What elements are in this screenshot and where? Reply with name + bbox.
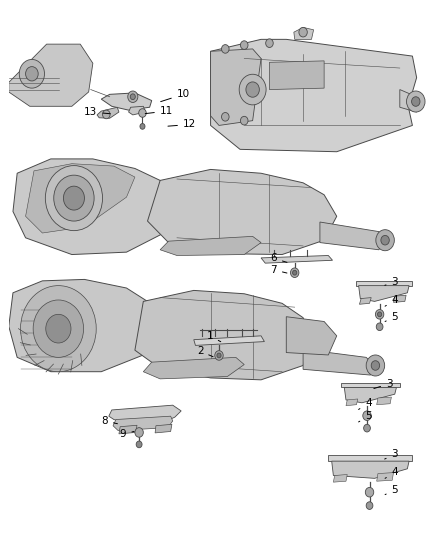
Text: 3: 3 xyxy=(385,449,398,459)
Polygon shape xyxy=(344,387,396,403)
Circle shape xyxy=(299,27,307,37)
Text: 8: 8 xyxy=(101,416,117,426)
Circle shape xyxy=(406,91,425,112)
Polygon shape xyxy=(286,317,337,355)
Circle shape xyxy=(371,361,380,370)
Circle shape xyxy=(363,411,371,421)
Circle shape xyxy=(375,310,384,319)
Polygon shape xyxy=(346,399,358,406)
Circle shape xyxy=(366,355,385,376)
Circle shape xyxy=(46,166,102,231)
Text: 10: 10 xyxy=(161,90,190,102)
Circle shape xyxy=(130,94,135,100)
Polygon shape xyxy=(129,106,145,115)
Polygon shape xyxy=(143,357,244,379)
Text: 1: 1 xyxy=(206,331,221,342)
Text: 3: 3 xyxy=(374,378,392,389)
Polygon shape xyxy=(341,383,400,387)
Text: 6: 6 xyxy=(270,253,287,263)
Circle shape xyxy=(412,96,420,106)
Polygon shape xyxy=(211,39,417,152)
Polygon shape xyxy=(328,455,413,461)
Circle shape xyxy=(102,110,110,119)
Circle shape xyxy=(376,230,394,251)
Circle shape xyxy=(266,39,273,47)
Polygon shape xyxy=(109,405,181,424)
Circle shape xyxy=(128,91,138,102)
Circle shape xyxy=(25,67,38,81)
Polygon shape xyxy=(359,286,409,301)
Polygon shape xyxy=(294,27,314,39)
Polygon shape xyxy=(400,90,417,112)
Polygon shape xyxy=(356,281,413,286)
Circle shape xyxy=(364,424,371,432)
Polygon shape xyxy=(333,474,347,482)
Polygon shape xyxy=(160,236,261,255)
Text: 5: 5 xyxy=(385,485,398,495)
Text: 5: 5 xyxy=(359,411,371,422)
Circle shape xyxy=(293,270,297,275)
Polygon shape xyxy=(119,425,137,434)
Circle shape xyxy=(365,488,374,497)
Circle shape xyxy=(21,286,96,372)
Polygon shape xyxy=(360,297,371,304)
Circle shape xyxy=(139,109,146,117)
Circle shape xyxy=(217,353,221,358)
Polygon shape xyxy=(320,222,387,250)
Polygon shape xyxy=(393,295,406,302)
Polygon shape xyxy=(377,397,392,405)
Text: 4: 4 xyxy=(359,398,371,409)
Text: 13: 13 xyxy=(84,107,110,117)
Text: 5: 5 xyxy=(385,312,398,322)
Circle shape xyxy=(19,60,45,88)
Circle shape xyxy=(290,268,299,278)
Text: 4: 4 xyxy=(385,295,398,306)
Circle shape xyxy=(33,300,84,357)
Polygon shape xyxy=(101,93,152,110)
Circle shape xyxy=(140,124,145,130)
Text: 11: 11 xyxy=(145,106,173,116)
Polygon shape xyxy=(211,49,261,125)
Polygon shape xyxy=(25,164,135,233)
Text: 2: 2 xyxy=(197,346,213,357)
Text: 4: 4 xyxy=(385,467,398,478)
Circle shape xyxy=(240,116,248,125)
Polygon shape xyxy=(332,461,409,478)
Polygon shape xyxy=(194,336,265,345)
Polygon shape xyxy=(148,169,337,255)
Polygon shape xyxy=(135,290,311,380)
Polygon shape xyxy=(377,473,393,481)
Polygon shape xyxy=(269,61,324,90)
Circle shape xyxy=(239,74,266,105)
Polygon shape xyxy=(97,107,119,118)
Polygon shape xyxy=(113,416,173,431)
Circle shape xyxy=(366,502,373,510)
Circle shape xyxy=(222,45,229,53)
Circle shape xyxy=(46,314,71,343)
Circle shape xyxy=(136,441,142,448)
Circle shape xyxy=(381,236,389,245)
Polygon shape xyxy=(9,44,93,106)
Polygon shape xyxy=(13,159,177,255)
Circle shape xyxy=(215,351,223,360)
Text: 12: 12 xyxy=(168,119,196,130)
Polygon shape xyxy=(155,424,172,433)
Text: 7: 7 xyxy=(270,265,287,275)
Polygon shape xyxy=(261,255,332,263)
Circle shape xyxy=(64,186,85,210)
Polygon shape xyxy=(303,349,374,375)
Text: 9: 9 xyxy=(120,429,134,439)
Text: 3: 3 xyxy=(385,277,398,287)
Circle shape xyxy=(240,41,248,50)
Polygon shape xyxy=(9,279,156,372)
Circle shape xyxy=(246,82,259,97)
Circle shape xyxy=(376,323,383,330)
Circle shape xyxy=(54,175,94,221)
Circle shape xyxy=(135,427,143,437)
Circle shape xyxy=(378,312,382,317)
Circle shape xyxy=(222,112,229,121)
